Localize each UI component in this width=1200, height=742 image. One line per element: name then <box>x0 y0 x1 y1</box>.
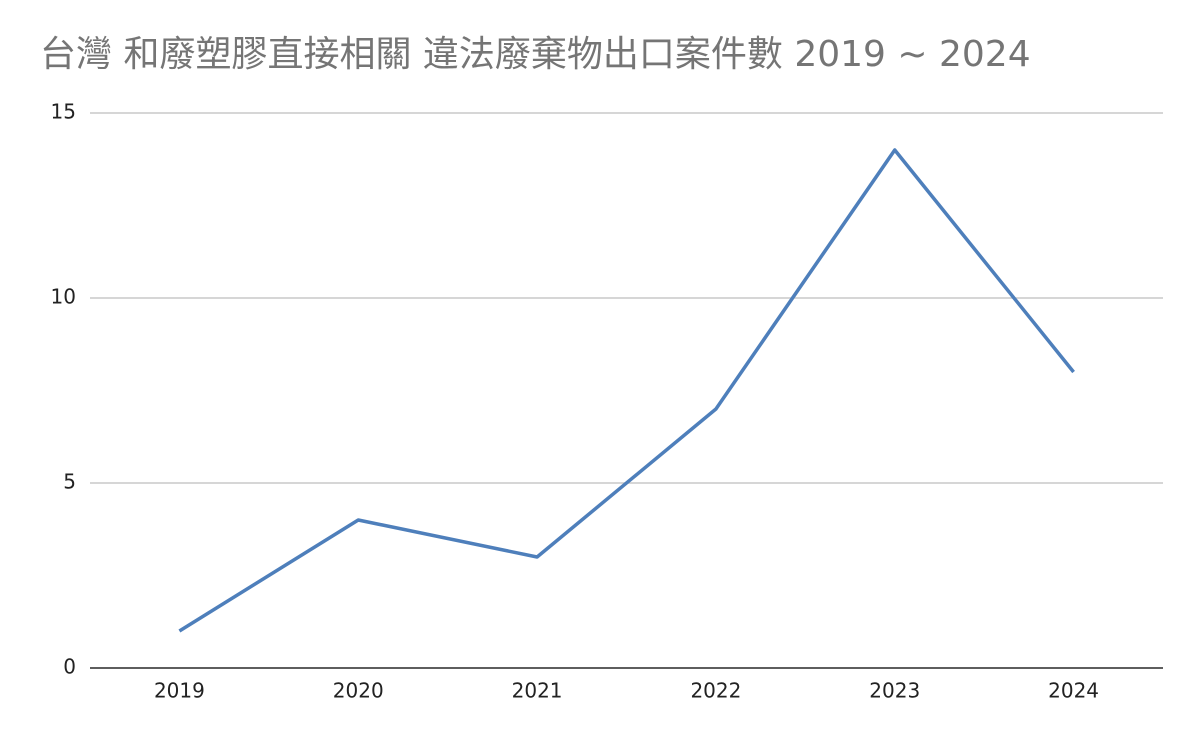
x-tick-label: 2021 <box>512 679 563 703</box>
y-tick-label: 15 <box>51 100 76 124</box>
x-tick-label: 2023 <box>869 679 920 703</box>
y-tick-label: 10 <box>51 285 76 309</box>
data-line <box>178 148 1075 633</box>
y-tick-label: 5 <box>63 470 76 494</box>
x-tick-label: 2019 <box>154 679 205 703</box>
x-tick-label: 2020 <box>333 679 384 703</box>
y-tick-label: 0 <box>63 655 76 679</box>
x-tick-label: 2022 <box>690 679 741 703</box>
x-tick-label: 2024 <box>1048 679 1099 703</box>
chart-title: 台灣 和廢塑膠直接相關 違法廢棄物出口案件數 2019 ~ 2024 <box>40 34 1031 75</box>
